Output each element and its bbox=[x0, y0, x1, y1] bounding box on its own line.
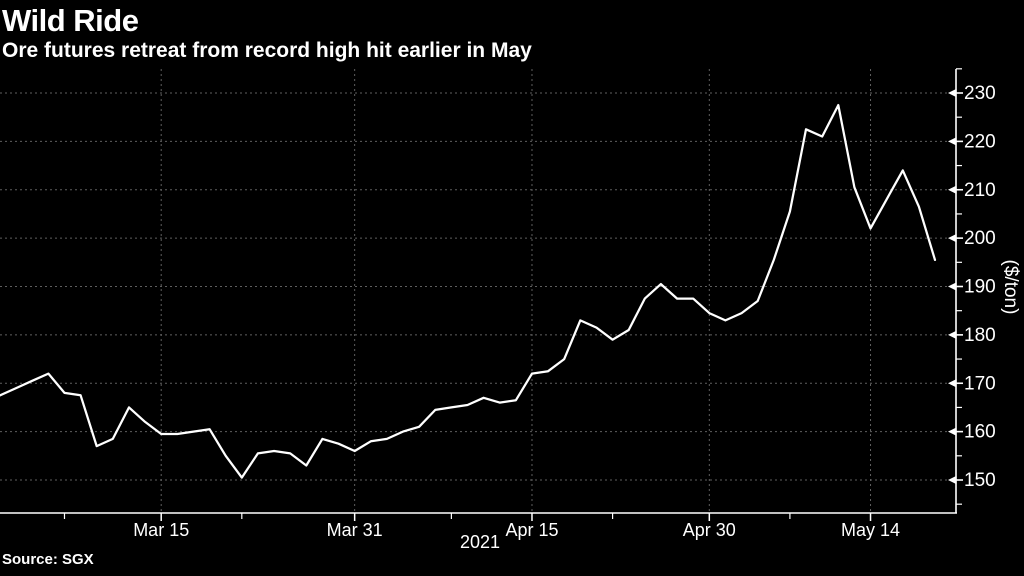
y-tick-label: 210 bbox=[964, 180, 996, 201]
y-major-tick bbox=[948, 475, 957, 485]
y-major-tick bbox=[948, 282, 957, 291]
grid-layer bbox=[0, 69, 954, 513]
y-major-tick bbox=[948, 427, 957, 436]
y-major-tick bbox=[948, 233, 957, 243]
y-tick-label: 160 bbox=[964, 422, 996, 443]
y-major-tick bbox=[948, 185, 957, 194]
y-tick-label: 200 bbox=[964, 228, 996, 249]
y-tick-label: 170 bbox=[964, 373, 996, 394]
x-tick-label: Mar 31 bbox=[327, 520, 383, 540]
y-major-tick bbox=[948, 379, 957, 388]
chart-title: Wild Ride bbox=[2, 3, 139, 38]
y-tick-label: 190 bbox=[964, 277, 996, 298]
series-layer bbox=[0, 103, 937, 479]
y-tick-label: 180 bbox=[964, 325, 996, 346]
y-major-tick bbox=[948, 330, 957, 340]
chart-subtitle: Ore futures retreat from record high hit… bbox=[2, 39, 532, 62]
axis-layer: 150 160 170 180 190 200 210 220 230 Mar 15 Mar 31 A… bbox=[0, 68, 996, 540]
x-tick-label: Mar 15 bbox=[133, 520, 189, 540]
x-tick-label: Apr 15 bbox=[505, 520, 558, 540]
x-tick-label: Apr 30 bbox=[683, 520, 736, 540]
x-axis-year-label: 2021 bbox=[460, 532, 500, 552]
y-major-tick bbox=[948, 88, 957, 98]
y-major-tick bbox=[948, 137, 957, 146]
y-axis-unit-label: ($/ton) bbox=[1000, 260, 1021, 315]
y-tick-label: 150 bbox=[964, 470, 996, 491]
source-label: Source: SGX bbox=[2, 551, 94, 568]
y-tick-label: 220 bbox=[964, 131, 996, 152]
y-tick-label: 230 bbox=[964, 83, 996, 104]
price-line bbox=[0, 103, 937, 479]
x-tick-label: May 14 bbox=[841, 520, 900, 540]
